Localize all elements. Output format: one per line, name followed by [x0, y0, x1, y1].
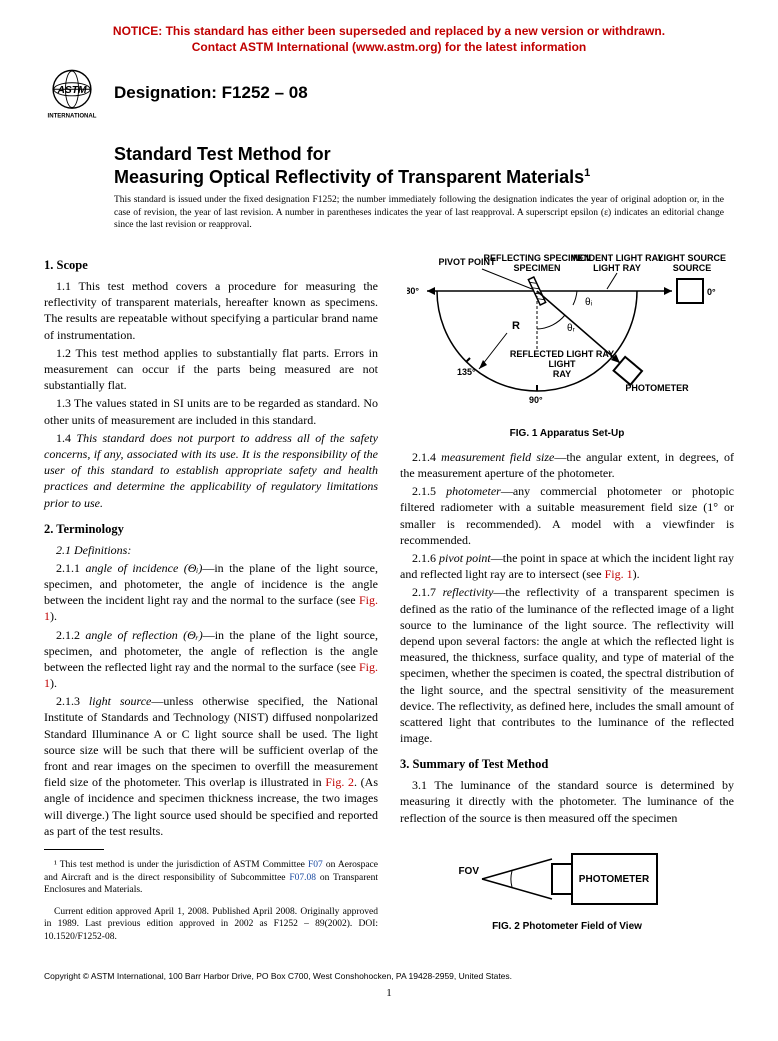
astm-logo-icon: ASTM INTERNATIONAL — [44, 65, 100, 121]
svg-text:LIGHT: LIGHT — [549, 359, 576, 369]
footnote-1b: Current edition approved April 1, 2008. … — [44, 906, 378, 943]
svg-text:FOV: FOV — [458, 866, 479, 877]
svg-text:SOURCE: SOURCE — [673, 263, 712, 273]
t: 2.1.6 — [412, 551, 439, 565]
svg-text:θᵣ: θᵣ — [567, 323, 576, 334]
t: 2.1.1 — [56, 561, 85, 575]
t: ). — [50, 609, 57, 623]
issuance-note: This standard is issued under the fixed … — [114, 194, 724, 231]
para-1-3: 1.3 The values stated in SI units are to… — [44, 395, 378, 427]
para-2-1-5: 2.1.5 photometer—any commercial photomet… — [400, 483, 734, 548]
copyright-line: Copyright © ASTM International, 100 Barr… — [44, 971, 734, 981]
term-angle-incidence: angle of incidence (Θᵢ) — [85, 561, 202, 575]
svg-text:180°: 180° — [407, 286, 419, 296]
svg-text:INCIDENT LIGHT RAY: INCIDENT LIGHT RAY — [571, 253, 664, 263]
title-line2: Measuring Optical Reflectivity of Transp… — [114, 166, 734, 189]
t: ). — [50, 676, 57, 690]
footnote-separator — [44, 849, 104, 850]
term-light-source: light source — [89, 694, 151, 708]
title-line2-text: Measuring Optical Reflectivity of Transp… — [114, 167, 584, 187]
svg-text:θᵢ: θᵢ — [585, 297, 593, 308]
notice-line2: Contact ASTM International (www.astm.org… — [192, 40, 586, 54]
notice-banner: NOTICE: This standard has either been su… — [44, 24, 734, 55]
para-2-1-7: 2.1.7 reflectivity—the reflectivity of a… — [400, 584, 734, 746]
svg-text:LIGHT SOURCE: LIGHT SOURCE — [658, 253, 726, 263]
header-row: ASTM INTERNATIONAL Designation: F1252 – … — [44, 65, 734, 121]
section-3-head: 3. Summary of Test Method — [400, 756, 734, 773]
t: 2.1.2 — [56, 628, 85, 642]
para-3-1: 3.1 The luminance of the standard source… — [400, 777, 734, 826]
para-2-1-3: 2.1.3 light source—unless otherwise spec… — [44, 693, 378, 839]
section-1-head: 1. Scope — [44, 257, 378, 274]
right-column: PIVOT POINT REFLECTING SPECIMEN SPECIMEN… — [400, 247, 734, 952]
designation-label: Designation: F1252 – 08 — [114, 83, 308, 103]
footnote-1: ¹ This test method is under the jurisdic… — [44, 859, 378, 896]
para-1-1: 1.1 This test method covers a procedure … — [44, 278, 378, 343]
svg-text:PHOTOMETER: PHOTOMETER — [625, 383, 689, 393]
figure-2-caption: FIG. 2 Photometer Field of View — [400, 920, 734, 934]
para-2-1-6: 2.1.6 pivot point—the point in space at … — [400, 550, 734, 582]
t: 2.1.7 — [412, 585, 443, 599]
columns: 1. Scope 1.1 This test method covers a p… — [44, 247, 734, 952]
t: 2.1.4 — [412, 450, 441, 464]
para-1-2: 1.2 This test method applies to substant… — [44, 345, 378, 394]
page-number: 1 — [44, 987, 734, 999]
link-f07-08[interactable]: F07.08 — [289, 873, 316, 883]
figure-1: PIVOT POINT REFLECTING SPECIMEN SPECIMEN… — [400, 251, 734, 441]
svg-text:135°: 135° — [457, 367, 476, 377]
t: ¹ This test method is under the jurisdic… — [54, 860, 308, 870]
t: 2.1.5 — [412, 484, 446, 498]
para-2-1: 2.1 Definitions: — [44, 542, 378, 558]
figure-1-svg: PIVOT POINT REFLECTING SPECIMEN SPECIMEN… — [407, 251, 727, 421]
svg-text:LIGHT RAY: LIGHT RAY — [593, 263, 641, 273]
svg-text:INTERNATIONAL: INTERNATIONAL — [48, 113, 97, 119]
para-2-1-4: 2.1.4 measurement field size—the angular… — [400, 449, 734, 481]
page: NOTICE: This standard has either been su… — [0, 0, 778, 1019]
section-2-head: 2. Terminology — [44, 521, 378, 538]
title-super: 1 — [584, 167, 590, 179]
svg-text:RAY: RAY — [553, 369, 571, 379]
t: —the reflectivity of a transparent speci… — [400, 585, 734, 745]
figure-1-caption: FIG. 1 Apparatus Set-Up — [400, 427, 734, 441]
link-f07[interactable]: F07 — [308, 860, 323, 870]
para-1-4: 1.4 1.4 This standard does not purport t… — [44, 430, 378, 511]
term-mfs: measurement field size — [441, 450, 554, 464]
figref-1c[interactable]: Fig. 1 — [605, 567, 633, 581]
figure-2: FOV PHOTOMETER FIG. 2 Photometer Field o… — [400, 844, 734, 934]
svg-text:ASTM: ASTM — [56, 85, 87, 96]
para-2-1-1: 2.1.1 angle of incidence (Θᵢ)—in the pla… — [44, 560, 378, 625]
svg-text:SPECIMEN: SPECIMEN — [513, 263, 560, 273]
t: ). — [633, 567, 640, 581]
figref-2[interactable]: Fig. 2 — [325, 775, 354, 789]
term-angle-reflection: angle of reflection (Θᵣ) — [85, 628, 202, 642]
svg-text:PHOTOMETER: PHOTOMETER — [579, 874, 650, 885]
svg-text:90°: 90° — [529, 395, 543, 405]
svg-text:0°: 0° — [707, 287, 716, 297]
term-reflectivity: reflectivity — [443, 585, 494, 599]
title-block: Standard Test Method for Measuring Optic… — [114, 143, 734, 188]
term-pivot: pivot point — [439, 551, 491, 565]
notice-line1: NOTICE: This standard has either been su… — [113, 24, 665, 38]
svg-text:REFLECTED LIGHT RAY: REFLECTED LIGHT RAY — [510, 349, 614, 359]
figure-2-svg: FOV PHOTOMETER — [457, 844, 677, 914]
para-2-1-text: 2.1 Definitions: — [56, 543, 131, 557]
svg-text:R: R — [512, 320, 520, 332]
term-photometer: photometer — [446, 484, 501, 498]
left-column: 1. Scope 1.1 This test method covers a p… — [44, 247, 378, 952]
t: 2.1.3 — [56, 694, 89, 708]
para-2-1-2: 2.1.2 angle of reflection (Θᵣ)—in the pl… — [44, 627, 378, 692]
title-line1: Standard Test Method for — [114, 143, 734, 166]
